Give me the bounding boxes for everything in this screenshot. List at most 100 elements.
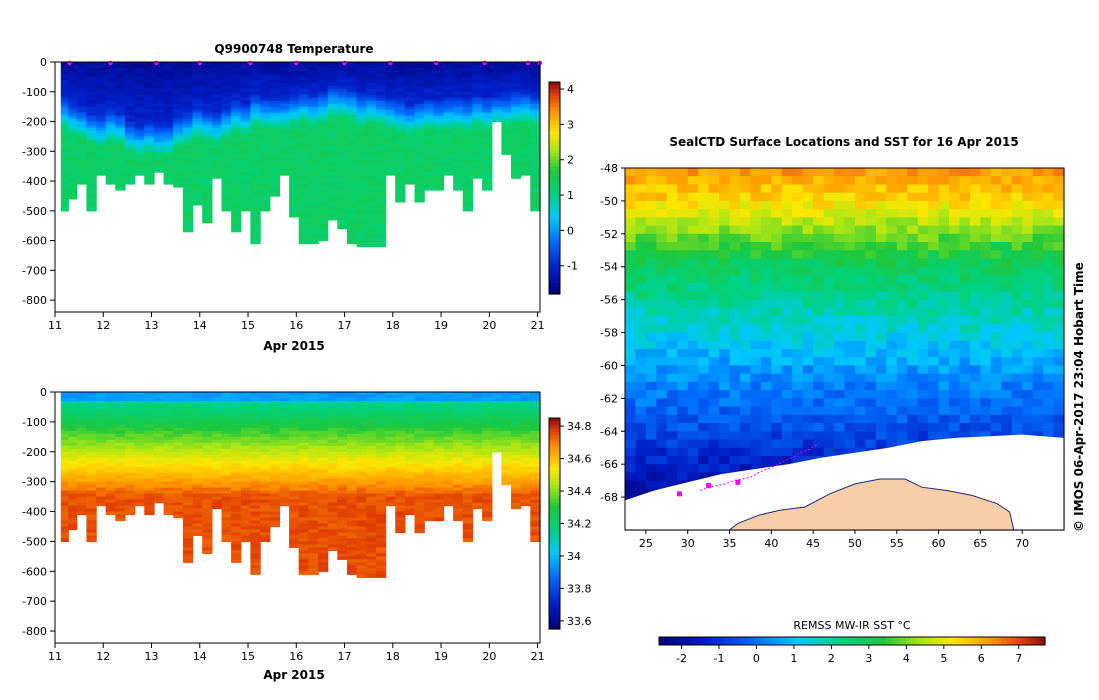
heatmap-cell [298, 448, 309, 453]
heatmap-cell [482, 184, 493, 188]
heatmap-cell [472, 445, 483, 450]
heatmap-cell [231, 508, 242, 513]
heatmap-cell [240, 496, 252, 501]
heatmap-cell [424, 409, 435, 414]
heatmap-cell [115, 82, 126, 87]
heatmap-cell [173, 463, 184, 468]
salinity-colorbar-swatch [549, 590, 560, 595]
heatmap-cell [221, 454, 232, 459]
heatmap-cell [366, 237, 377, 242]
heatmap-cell [404, 163, 416, 167]
heatmap-cell [462, 207, 474, 212]
heatmap-cell [289, 404, 300, 408]
heatmap-cell [250, 392, 261, 396]
heatmap-cell [433, 73, 445, 78]
heatmap-cell [347, 109, 358, 114]
heatmap-cell [530, 70, 541, 75]
heatmap-cell [395, 68, 406, 72]
heatmap-cell [337, 514, 348, 519]
heatmap-cell [76, 448, 87, 453]
heatmap-cell [269, 490, 281, 495]
heatmap-cell [221, 190, 232, 194]
heatmap-cell [453, 76, 464, 81]
heatmap-cell [453, 109, 464, 114]
heatmap-cell [173, 97, 184, 102]
heatmap-cell [269, 409, 281, 414]
heatmap-cell [347, 219, 358, 224]
heatmap-cell [182, 225, 194, 230]
heatmap-cell [202, 79, 213, 84]
heatmap-cell [60, 88, 69, 93]
heatmap-cell [424, 475, 435, 480]
heatmap-cell [76, 109, 87, 114]
temperature-colorbar-tick-label: 2 [567, 154, 574, 167]
heatmap-cell [153, 109, 165, 114]
temperature-colorbar-swatch [549, 248, 560, 253]
heatmap-cell [501, 442, 512, 447]
heatmap-cell [462, 439, 474, 444]
heatmap-cell [327, 466, 338, 471]
heatmap-cell [60, 404, 69, 408]
heatmap-cell [86, 160, 97, 164]
heatmap-cell [308, 181, 319, 185]
heatmap-cell [202, 148, 213, 152]
heatmap-cell [279, 433, 290, 438]
heatmap-cell [182, 523, 194, 528]
heatmap-cell [163, 439, 174, 444]
temperature-colorbar-swatch [549, 251, 560, 256]
heatmap-cell [404, 79, 416, 84]
heatmap-cell [289, 457, 300, 462]
temperature-colorbar-swatch [549, 149, 560, 154]
heatmap-cell [472, 490, 483, 495]
heatmap-cell [68, 469, 78, 474]
salinity-colorbar-swatch [549, 572, 560, 577]
heatmap-cell [96, 142, 107, 146]
heatmap-cell [173, 175, 184, 179]
heatmap-cell [511, 160, 522, 164]
heatmap-cell [76, 73, 87, 78]
heatmap-cell [424, 100, 435, 105]
heatmap-cell [356, 178, 367, 182]
heatmap-cell [182, 184, 194, 188]
heatmap-cell [453, 62, 464, 66]
heatmap-cell [443, 493, 454, 498]
heatmap-cell [385, 484, 396, 489]
heatmap-cell [279, 112, 290, 117]
heatmap-cell [68, 508, 78, 513]
heatmap-cell [414, 103, 425, 108]
heatmap-cell [433, 85, 445, 90]
heatmap-cell [298, 228, 309, 233]
heatmap-cell [163, 427, 174, 432]
heatmap-cell [501, 463, 512, 468]
heatmap-cell [318, 421, 329, 426]
heatmap-cell [173, 487, 184, 492]
heatmap-cell [395, 472, 406, 477]
heatmap-cell [472, 392, 483, 396]
heatmap-cell [173, 439, 184, 444]
heatmap-cell [520, 442, 531, 447]
heatmap-cell [221, 172, 232, 176]
heatmap-cell [337, 478, 348, 483]
heatmap-cell [337, 115, 348, 120]
heatmap-cell [68, 112, 78, 117]
heatmap-cell [86, 154, 97, 158]
heatmap-cell [356, 481, 367, 486]
heatmap-cell [298, 187, 309, 191]
sst-cell [635, 291, 647, 301]
heatmap-cell [134, 112, 145, 117]
heatmap-cell [443, 106, 454, 111]
heatmap-cell [414, 514, 425, 519]
heatmap-cell [240, 436, 252, 441]
heatmap-cell [153, 406, 165, 411]
heatmap-cell [163, 445, 174, 450]
heatmap-cell [530, 451, 541, 456]
heatmap-cell [395, 517, 406, 522]
heatmap-cell [68, 418, 78, 423]
heatmap-cell [86, 401, 97, 405]
heatmap-cell [462, 463, 474, 468]
heatmap-cell [318, 514, 329, 519]
heatmap-cell [221, 433, 232, 438]
heatmap-cell [250, 550, 261, 554]
heatmap-cell [424, 484, 435, 489]
heatmap-cell [289, 517, 300, 522]
